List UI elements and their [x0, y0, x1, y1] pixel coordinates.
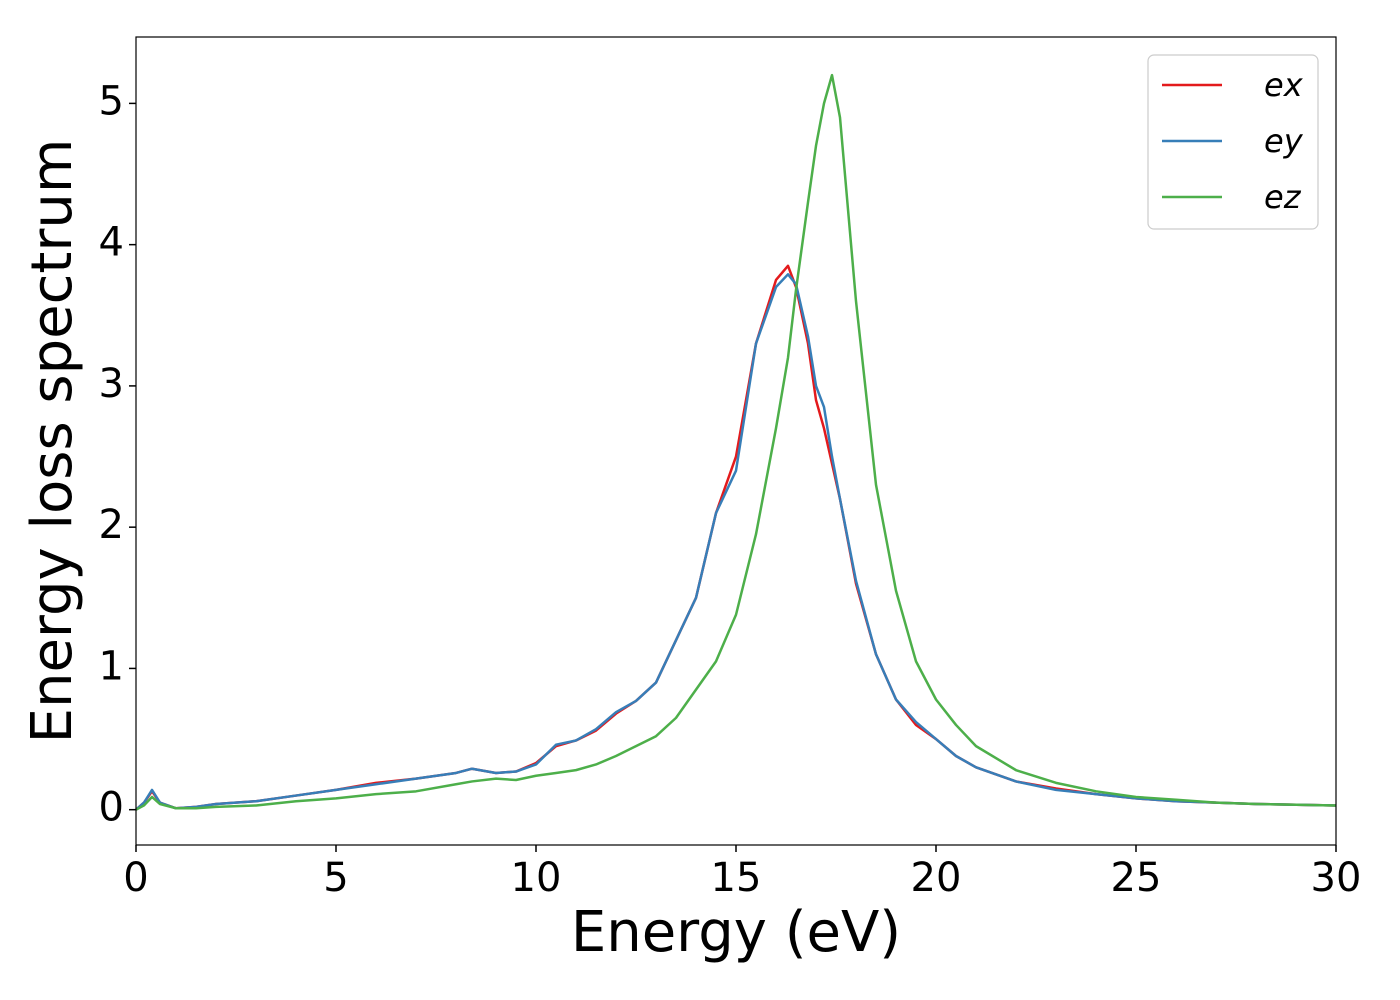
x-tick-label: 25	[1111, 855, 1162, 901]
x-tick-label: 20	[911, 855, 962, 901]
x-tick-label: 30	[1311, 855, 1362, 901]
legend-label: ex	[1264, 66, 1304, 104]
y-axis-label: Energy loss spectrum	[20, 139, 85, 744]
series-line	[135, 273, 1337, 811]
y-tick-label: 3	[99, 361, 124, 407]
y-tick-label: 2	[99, 502, 124, 548]
series-line	[135, 73, 1337, 811]
legend-box	[1147, 54, 1319, 230]
legend-label: ey	[1264, 122, 1304, 160]
y-tick-label: 0	[99, 785, 124, 831]
y-tick-label: 4	[99, 220, 124, 266]
y-tick-label: 5	[99, 78, 124, 124]
x-axis-label: Energy (eV)	[571, 900, 901, 965]
x-tick-label: 5	[323, 855, 348, 901]
plot-frame	[135, 36, 1337, 846]
legend-label: ez	[1264, 178, 1302, 216]
x-tick-label: 15	[711, 855, 762, 901]
x-tick-label: 0	[123, 855, 148, 901]
y-tick-label: 1	[99, 643, 124, 689]
series-line	[135, 264, 1337, 811]
x-tick-label: 10	[511, 855, 562, 901]
